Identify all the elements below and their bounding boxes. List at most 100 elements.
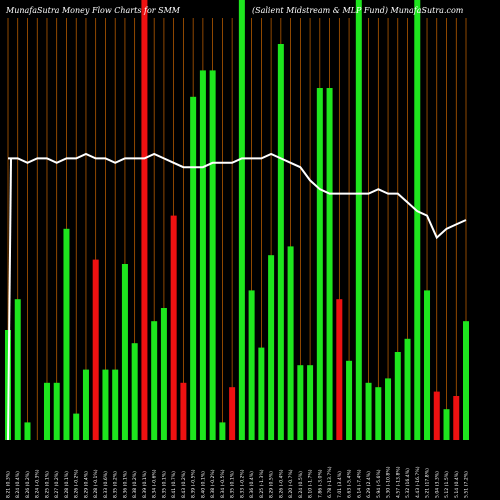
x-tick-label: 8.26 (-0.4%) bbox=[278, 469, 284, 498]
x-tick-label: 7.86 (-3.0%) bbox=[317, 469, 323, 498]
x-tick-label: 8.26 (0.2%) bbox=[25, 471, 31, 498]
x-tick-label: 5.14 (0.4%) bbox=[454, 471, 460, 498]
x-tick-label: 8.43 (0.2%) bbox=[181, 471, 187, 498]
bar bbox=[336, 299, 343, 440]
bar bbox=[219, 422, 226, 440]
bar bbox=[53, 382, 60, 440]
price-line-start bbox=[7, 158, 12, 441]
bar bbox=[404, 338, 411, 440]
bar bbox=[121, 264, 128, 440]
x-tick-label: 5.94 (-5.6%) bbox=[376, 469, 382, 498]
bar bbox=[433, 391, 440, 440]
bar bbox=[170, 215, 177, 440]
bar bbox=[43, 382, 50, 440]
x-tick-label: 8.41 (0.7%) bbox=[171, 471, 177, 498]
bar bbox=[63, 228, 70, 440]
x-tick-label: 8.28 (0.1%) bbox=[64, 471, 70, 498]
bar bbox=[209, 70, 216, 441]
bar bbox=[14, 299, 21, 440]
bar bbox=[443, 409, 450, 440]
bar bbox=[141, 0, 148, 440]
bar bbox=[346, 360, 353, 440]
x-tick-label: 8.28 (-0.1%) bbox=[93, 469, 99, 498]
x-tick-label: 8.36 (0.4%) bbox=[249, 471, 255, 498]
x-tick-label: 6.29 (2.4%) bbox=[366, 471, 372, 498]
bar bbox=[268, 255, 275, 440]
bar bbox=[297, 365, 304, 440]
x-tick-label: 8.24 (-0.3%) bbox=[35, 469, 41, 498]
x-tick-label: 8.36 (0.1%) bbox=[122, 471, 128, 498]
x-tick-label: 8.33 (-0.2%) bbox=[239, 469, 245, 498]
price-line-path bbox=[8, 152, 467, 240]
bar bbox=[238, 0, 245, 440]
x-tick-label: 8.34 (-0.6%) bbox=[152, 469, 158, 498]
x-tick-label: 8.24 (0.5%) bbox=[298, 471, 304, 498]
bar bbox=[326, 88, 333, 440]
price-line bbox=[7, 152, 467, 441]
x-tick-label: 6.78 (-13.7%) bbox=[327, 466, 333, 498]
x-tick-label: 8.25 (-1.3%) bbox=[259, 469, 265, 498]
chart-title: MunafaSutra Money Flow Charts for SMM bbox=[5, 6, 181, 15]
x-tick-label: 8.26 (-0.2%) bbox=[74, 469, 80, 498]
bar bbox=[151, 321, 158, 440]
x-tick-label: 4.43 (-16.7%) bbox=[415, 466, 421, 498]
x-tick-label: 8.40 (0.1%) bbox=[200, 471, 206, 498]
x-tick-label: 5.30 (-10.8%) bbox=[386, 466, 392, 498]
x-tick-label: 8.35 (0.2%) bbox=[113, 471, 119, 498]
bar bbox=[190, 96, 197, 441]
x-tick-label: 6.63 (-5.4%) bbox=[347, 469, 353, 498]
bar bbox=[82, 369, 89, 440]
x-tick-label: 8.34 (-0.5%) bbox=[220, 469, 226, 498]
x-tick-label: 8.38 (-0.2%) bbox=[210, 469, 216, 498]
x-tick-label: 5.51 (7.2%) bbox=[464, 471, 470, 498]
bar bbox=[424, 290, 431, 440]
x-tick-label: 8.21 (0.3%) bbox=[6, 471, 12, 498]
x-tick-label: 8.29 (0.4%) bbox=[83, 471, 89, 498]
x-tick-label: 8.33 (0.6%) bbox=[103, 471, 109, 498]
bar bbox=[287, 246, 294, 440]
x-tick-label: 5.04 (3.3%) bbox=[434, 471, 440, 498]
bar bbox=[229, 387, 236, 440]
x-axis-labels: 5.51 (7.2%) 5.14 (0.4%) 5.12 (1.5%) 5.04 (3… bbox=[6, 466, 470, 498]
bar bbox=[307, 365, 314, 440]
bar bbox=[355, 0, 362, 440]
x-tick-label: 8.38 (0.2%) bbox=[132, 471, 138, 498]
x-tick-label: 8.20 (-0.7%) bbox=[288, 469, 294, 498]
bar bbox=[24, 422, 31, 440]
bar bbox=[394, 352, 401, 440]
x-tick-label: 4.57 (-13.8%) bbox=[395, 466, 401, 498]
x-tick-label: 8.27 (0.2%) bbox=[54, 471, 60, 498]
bar bbox=[316, 88, 323, 440]
x-tick-label: 8.24 (0.4%) bbox=[15, 471, 21, 498]
x-tick-label: 8.35 (0.1%) bbox=[161, 471, 167, 498]
bar bbox=[180, 382, 187, 440]
bar bbox=[277, 44, 284, 440]
x-tick-label: 7.01 (3.4%) bbox=[337, 471, 343, 498]
bar bbox=[199, 70, 206, 441]
bar bbox=[248, 290, 255, 440]
x-tick-label: 8.29 (0.5%) bbox=[269, 471, 275, 498]
bar bbox=[453, 396, 460, 440]
x-tick-label: 8.39 (-0.5%) bbox=[191, 469, 197, 498]
bar bbox=[375, 387, 382, 440]
x-tick-label: 8.39 (0.1%) bbox=[142, 471, 148, 498]
x-tick-label: 5.32 (16.4%) bbox=[405, 468, 411, 498]
bar bbox=[463, 321, 469, 440]
bars bbox=[5, 0, 469, 441]
bar bbox=[73, 413, 80, 440]
x-tick-label: 8.35 (0.1%) bbox=[230, 471, 236, 498]
bar bbox=[102, 369, 109, 440]
bar bbox=[131, 343, 138, 440]
bar bbox=[258, 347, 265, 440]
bar bbox=[385, 378, 392, 440]
x-tick-label: 6.14 (-7.4%) bbox=[356, 469, 362, 498]
bar bbox=[365, 382, 372, 440]
x-tick-label: 5.21 (17.8%) bbox=[425, 468, 431, 498]
chart-subtitle: (Salient Midstream & MLP Fund) MunafaSut… bbox=[252, 6, 464, 15]
x-tick-label: 8.25 (0.1%) bbox=[44, 471, 50, 498]
bar bbox=[92, 259, 99, 440]
bar bbox=[414, 0, 421, 440]
bar bbox=[160, 308, 167, 440]
